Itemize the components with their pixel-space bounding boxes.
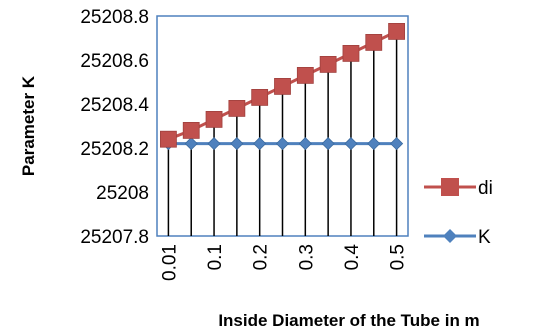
data-point-di (274, 78, 291, 95)
legend: di K (424, 178, 493, 248)
data-point-di (388, 22, 405, 40)
data-point-di (251, 89, 269, 106)
data-point-K (390, 137, 404, 151)
legend-marker-di (441, 178, 459, 196)
y-tick-label: 25208.6 (80, 51, 149, 72)
y-tick-label: 25208.4 (80, 95, 149, 116)
x-tick-label: 0.3 (296, 244, 317, 270)
data-point-K (184, 137, 198, 151)
data-point-K (275, 137, 290, 151)
data-point-di (205, 111, 223, 128)
data-point-di (319, 56, 337, 73)
data-point-di (296, 67, 314, 84)
x-tick-labels: 0.01 0.1 0.2 0.3 0.4 0.5 (159, 244, 408, 281)
data-point-K (321, 137, 335, 151)
data-point-K (298, 137, 312, 151)
legend-label-K: K (478, 227, 491, 248)
data-point-di (365, 34, 383, 51)
data-point-di (342, 45, 360, 62)
data-point-K (207, 137, 221, 151)
y-axis-title: Parameter K (19, 75, 38, 176)
y-tick-label: 25208.8 (80, 7, 149, 28)
x-tick-label: 0.2 (251, 244, 272, 270)
data-point-K (367, 137, 381, 151)
data-point-di (228, 100, 246, 117)
x-tick-label: 0.5 (388, 244, 409, 270)
x-tick-label: 0.01 (159, 244, 180, 281)
y-tick-label: 25208 (96, 183, 149, 204)
data-point-di (160, 130, 177, 148)
x-tick-label: 0.1 (205, 244, 226, 270)
y-tick-label: 25207.8 (80, 227, 149, 248)
data-point-K (230, 137, 244, 151)
y-tick-labels: 25207.8 25208 25208.2 25208.4 25208.6 25208.8 (80, 7, 149, 248)
series-layer (160, 22, 405, 151)
x-axis-title: Inside Diameter of the Tube in m (218, 311, 479, 330)
data-point-K (253, 137, 267, 151)
legend-label-di: di (478, 178, 493, 199)
legend-marker-K (443, 229, 457, 243)
x-tick-label: 0.4 (342, 244, 363, 271)
y-tick-label: 25208.2 (80, 139, 149, 160)
data-point-K (344, 137, 358, 151)
data-point-di (182, 122, 200, 139)
